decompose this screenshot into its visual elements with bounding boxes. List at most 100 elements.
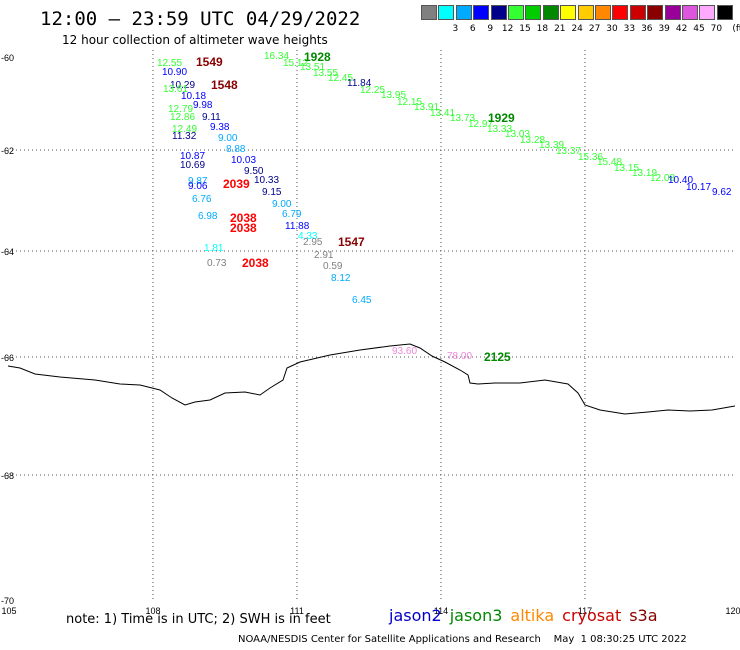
wave-height-value: 9.50 [244, 166, 264, 177]
wave-height-value: 8.88 [226, 144, 246, 155]
legend-label: 27 [588, 24, 601, 34]
legend-label: 9 [487, 24, 494, 34]
wave-height-value: 9.00 [272, 199, 292, 210]
lat-label: -60 [1, 53, 14, 63]
legend-label: 15 [519, 24, 531, 34]
legend-label: 30 [606, 24, 618, 34]
legend-swatch [455, 5, 472, 20]
legend-label: 18 [536, 24, 549, 34]
legend-swatch [525, 5, 542, 20]
wave-height-value: 11.32 [172, 131, 197, 142]
satellite-name-jason3: jason3 [449, 606, 503, 625]
wave-height-value: 13.55 [313, 68, 338, 79]
pass-time-label: 1928 [304, 50, 331, 64]
wave-height-value: 13.73 [450, 113, 475, 124]
wave-height-value: 2.91 [314, 250, 334, 261]
chart-subtitle: 12 hour collection of altimeter wave hei… [62, 33, 328, 47]
pass-time-label: 1549 [196, 55, 223, 69]
wave-height-value: 15.12 [283, 58, 308, 69]
legend-swatch [595, 5, 611, 20]
wave-height-value: 10.17 [686, 182, 711, 193]
legend-swatch [699, 5, 716, 20]
pass-time-label: 1548 [211, 78, 238, 92]
wave-height-value: 15.48 [597, 157, 622, 168]
legend-label: 12 [501, 24, 514, 34]
legend-unit: (ft) [732, 24, 740, 34]
legend-swatch [716, 5, 733, 20]
lat-label: -62 [1, 146, 14, 156]
wave-height-value: 10.69 [180, 160, 205, 171]
footer-credit: NOAA/NESDIS Center for Satellite Applica… [238, 634, 687, 645]
wave-height-value: 13.61 [163, 84, 188, 95]
legend-label: 42 [675, 24, 688, 34]
legend-swatch [612, 5, 629, 20]
wave-height-value: 9.00 [218, 133, 238, 144]
wave-height-value: 10.03 [231, 155, 256, 166]
wave-height-value: 10.40 [668, 175, 693, 186]
wave-height-value: 10.90 [162, 67, 187, 78]
wave-height-value: 9.11 [202, 112, 221, 123]
legend-label: 3 [452, 24, 459, 34]
pass-time-label: 1929 [488, 111, 515, 125]
wave-height-value: 13.39 [539, 140, 564, 151]
lon-label: 117 [578, 606, 592, 616]
legend-swatch [421, 5, 437, 20]
wave-height-value: 15.36 [578, 152, 603, 163]
longitude-labels: 105 108 111 114 117 120 [1, 606, 740, 616]
wave-height-value: 12.55 [157, 58, 182, 69]
wave-height-value: 12.08 [650, 173, 675, 184]
legend-label: 70 [710, 24, 723, 34]
wave-height-value: 10.18 [181, 91, 206, 102]
lon-label: 120 [725, 606, 740, 616]
legend-swatch [629, 5, 646, 20]
wave-height-value: 12.45 [328, 73, 353, 84]
wave-height-value: 12.79 [168, 104, 193, 115]
lon-label: 114 [434, 606, 448, 616]
wave-height-value: 93.60 [392, 346, 417, 357]
lat-label: -70 [1, 596, 14, 606]
legend-label: 39 [658, 24, 670, 34]
pass-time-label: 2125 [484, 350, 511, 364]
lat-label: -66 [1, 353, 14, 363]
wave-height-value: 12.97 [468, 119, 493, 130]
wave-height-value: 2.95 [303, 237, 323, 248]
wave-height-value: 9.15 [262, 187, 282, 198]
latitude-labels: -60 -62 -64 -66 -68 -70 [1, 53, 14, 606]
legend-label: 36 [641, 24, 653, 34]
wave-height-value: 8.12 [331, 273, 351, 284]
wave-height-value: 13.95 [381, 90, 406, 101]
wave-height-value: 13.91 [414, 102, 439, 113]
satellite-name-s3a: s3a [629, 606, 658, 625]
legend-swatch [664, 5, 681, 20]
satellite-legend: jason2 jason3 altika cryosat s3a [389, 606, 666, 625]
legend-swatch [490, 5, 507, 20]
wave-height-value: 6.98 [198, 211, 218, 222]
legend-label: 33 [623, 24, 636, 34]
wave-height-value: 9.98 [193, 100, 213, 111]
wave-height-value: 13.15 [614, 163, 639, 174]
satellite-name-cryosat: cryosat [562, 606, 622, 625]
wave-height-value: 10.33 [254, 175, 279, 186]
wave-height-value: 13.41 [430, 108, 455, 119]
wave-height-value: 13.51 [300, 62, 325, 73]
wave-height-value: 13.03 [505, 129, 530, 140]
wave-height-value: 11.84 [347, 78, 372, 89]
lon-label: 111 [290, 606, 304, 616]
lat-label: -64 [1, 247, 14, 257]
lat-lon-grid [8, 50, 735, 600]
wave-height-value: 0.59 [323, 261, 343, 272]
pass-time-label: 2038 [242, 256, 269, 270]
legend-label: 6 [469, 24, 476, 34]
wave-height-value: 4.33 [298, 231, 318, 242]
legend-swatch [647, 5, 664, 20]
legend-label: 45 [693, 24, 705, 34]
legend-swatch [560, 5, 577, 20]
legend-label: 21 [554, 24, 566, 34]
antarctic-coastline [7, 343, 736, 415]
pass-time-label: 2038 [230, 221, 257, 235]
satellite-name-altika: altika [510, 606, 555, 625]
note-text: note: 1) Time is in UTC; 2) SWH is in fe… [66, 612, 331, 627]
wave-height-value: 12.15 [397, 97, 422, 108]
